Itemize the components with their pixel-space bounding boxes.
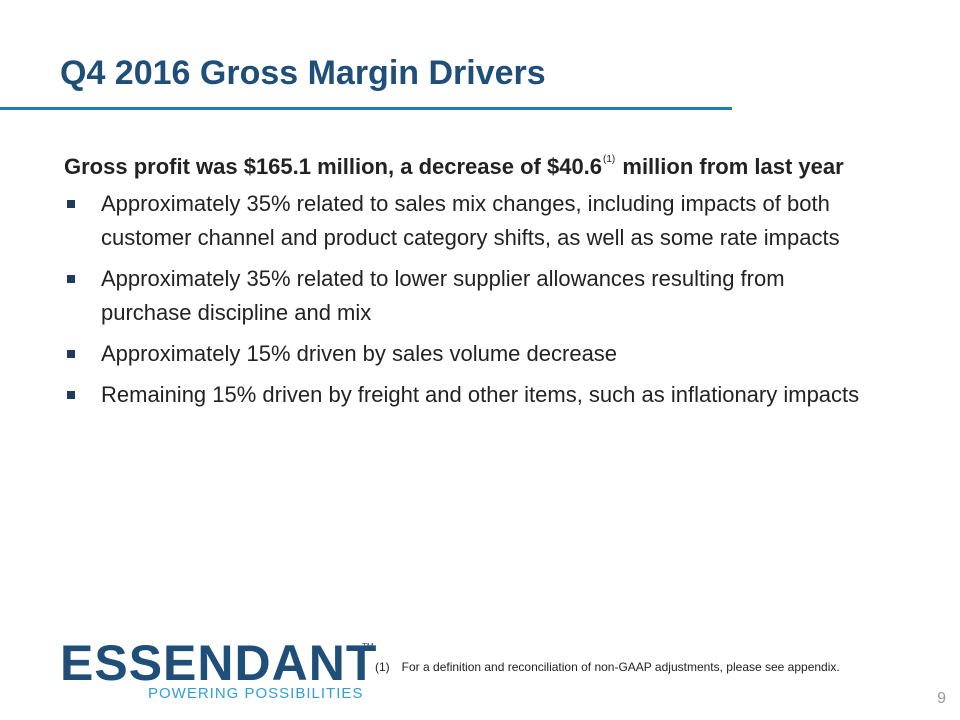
- bullet-item: Approximately 35% related to sales mix c…: [64, 187, 864, 255]
- bullet-square-icon: [67, 200, 75, 208]
- bullet-text: Approximately 35% related to sales mix c…: [101, 191, 840, 250]
- lead-statement: Gross profit was $165.1 million, a decre…: [64, 144, 864, 183]
- bullet-square-icon: [67, 350, 75, 358]
- essendant-logo: ESSENDANT TM POWERING POSSIBILITIES: [60, 636, 380, 706]
- title-divider: [0, 107, 732, 110]
- bullet-square-icon: [67, 275, 75, 283]
- bullet-item: Approximately 15% driven by sales volume…: [64, 337, 864, 371]
- bullet-text: Approximately 35% related to lower suppl…: [101, 266, 785, 325]
- page-number: 9: [937, 690, 946, 707]
- bullet-list: Approximately 35% related to sales mix c…: [64, 187, 864, 412]
- logo-tagline: POWERING POSSIBILITIES: [148, 685, 364, 702]
- logo-wordmark: ESSENDANT: [60, 635, 378, 691]
- bullet-item: Approximately 35% related to lower suppl…: [64, 262, 864, 330]
- footnote-number: (1): [375, 660, 390, 674]
- footnote-text: For a definition and reconciliation of n…: [401, 660, 840, 674]
- logo-trademark: TM: [362, 642, 374, 651]
- bullet-text: Remaining 15% driven by freight and othe…: [101, 382, 860, 407]
- bullet-text: Approximately 15% driven by sales volume…: [101, 341, 618, 366]
- lead-text-part1: Gross profit was $165.1 million, a decre…: [64, 154, 603, 179]
- bullet-item: Remaining 15% driven by freight and othe…: [64, 378, 864, 412]
- lead-text-part2: million from last year: [616, 154, 844, 179]
- footnote-reference: (1): [603, 154, 616, 165]
- slide-content: Gross profit was $165.1 million, a decre…: [64, 144, 864, 419]
- footnote: (1) For a definition and reconciliation o…: [375, 660, 840, 674]
- slide-title: Q4 2016 Gross Margin Drivers: [60, 54, 546, 92]
- bullet-square-icon: [67, 391, 75, 399]
